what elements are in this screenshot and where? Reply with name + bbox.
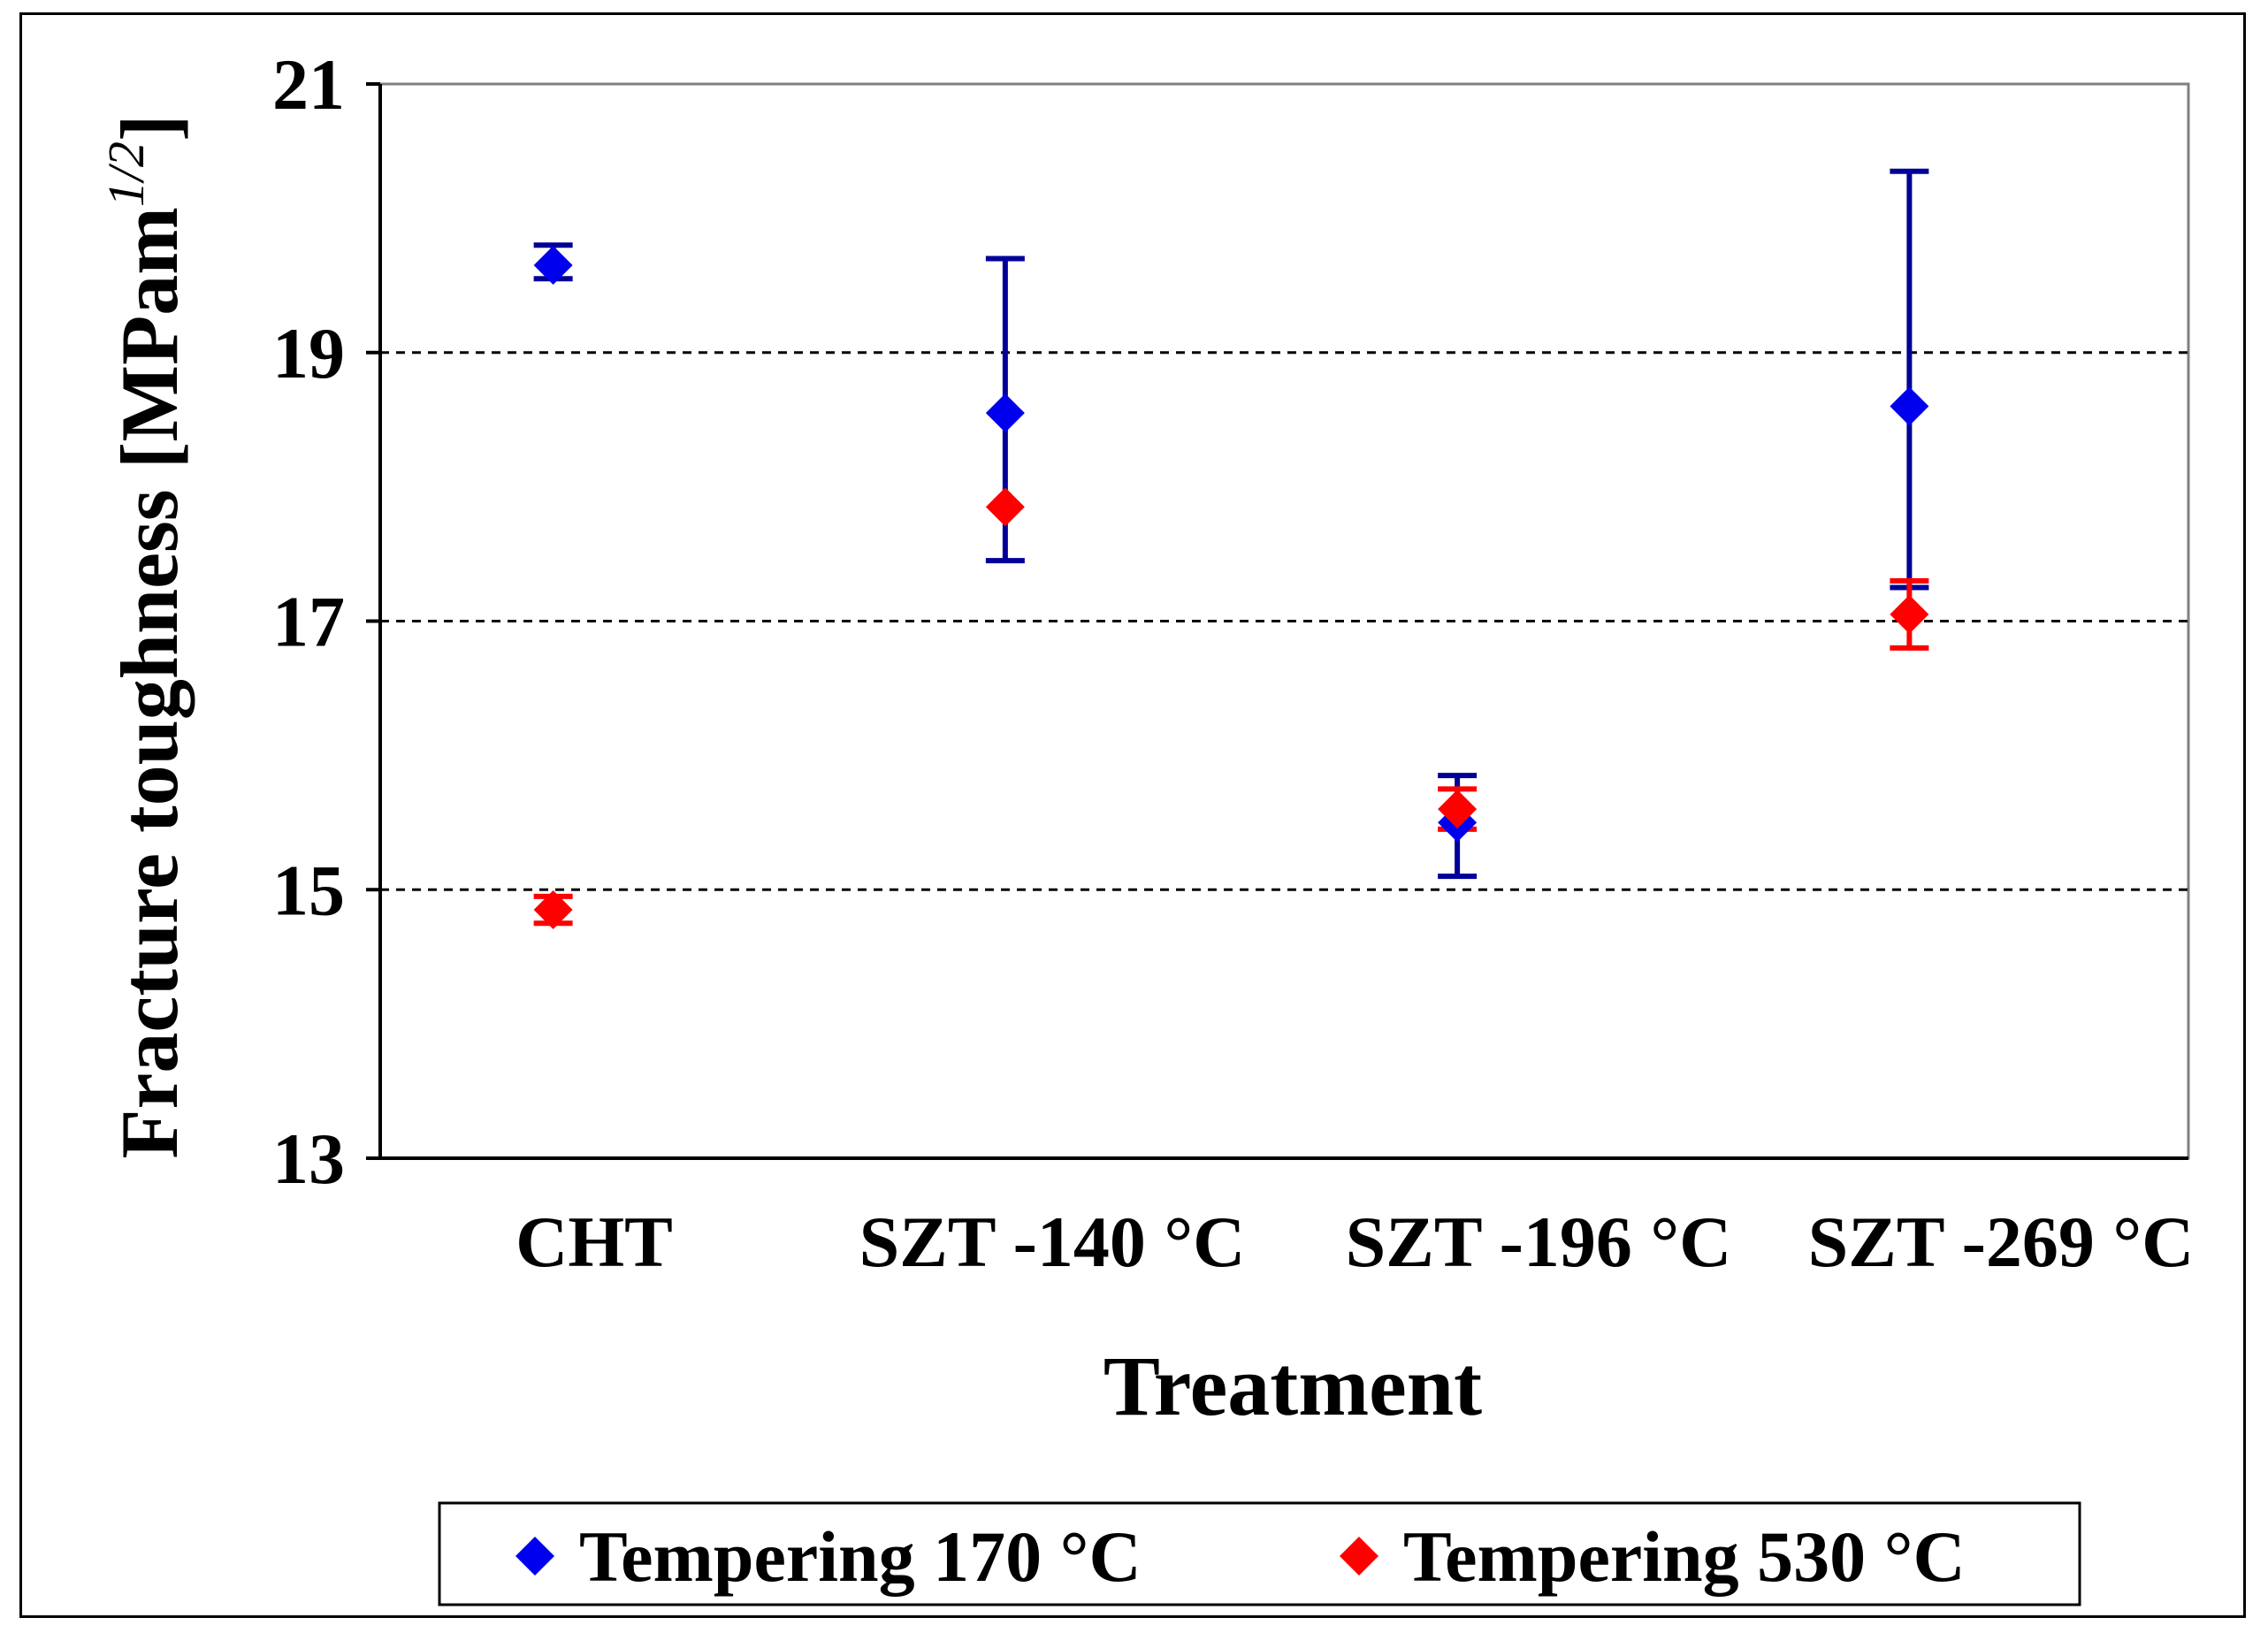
data-point-s0-1 xyxy=(985,393,1025,433)
x-category-label-2: SZT -196 °C xyxy=(1346,1202,1732,1282)
data-point-s0-0 xyxy=(533,246,573,286)
x-axis-title: Treatment xyxy=(1103,1339,1482,1433)
y-axis-title: Fracture toughness [MPam1/2] xyxy=(97,114,195,1158)
y-axis-title-main: Fracture toughness [MPam xyxy=(104,207,195,1159)
data-point-s1-3 xyxy=(1890,594,1929,634)
y-tick-label-3: 19 xyxy=(272,313,345,393)
y-tick-label-4: 21 xyxy=(272,44,345,125)
y-axis-title-close: ] xyxy=(104,114,195,141)
x-category-label-3: SZT -269 °C xyxy=(1808,1202,2195,1282)
y-axis-title-superscript: 1/2 xyxy=(97,141,155,207)
x-category-labels: CHT SZT -140 °C SZT -196 °C SZT -269 °C xyxy=(515,1202,2194,1282)
x-category-label-0: CHT xyxy=(515,1202,673,1282)
data-point-s1-2 xyxy=(1438,790,1478,829)
y-tick-label-2: 17 xyxy=(272,582,345,662)
legend-marker-1 xyxy=(1340,1537,1378,1576)
data-point-s1-0 xyxy=(533,890,573,930)
y-tick-label-0: 13 xyxy=(272,1118,345,1199)
legend-label-0: Tempering 170 °C xyxy=(579,1516,1142,1597)
plot-area xyxy=(378,82,2190,1160)
x-category-label-1: SZT -140 °C xyxy=(859,1202,1246,1282)
legend-box xyxy=(438,1501,2081,1606)
y-ticks: 13 15 17 19 21 xyxy=(272,44,380,1199)
data-point-s0-3 xyxy=(1890,386,1929,426)
legend-label-1: Tempering 530 °C xyxy=(1403,1516,1966,1597)
y-tick-label-1: 15 xyxy=(272,850,345,930)
legend-marker-0 xyxy=(515,1537,554,1576)
data-point-s1-1 xyxy=(985,487,1025,527)
legend: Tempering 170 °C Tempering 530 °C xyxy=(515,1516,1966,1597)
data-points xyxy=(533,246,1929,930)
